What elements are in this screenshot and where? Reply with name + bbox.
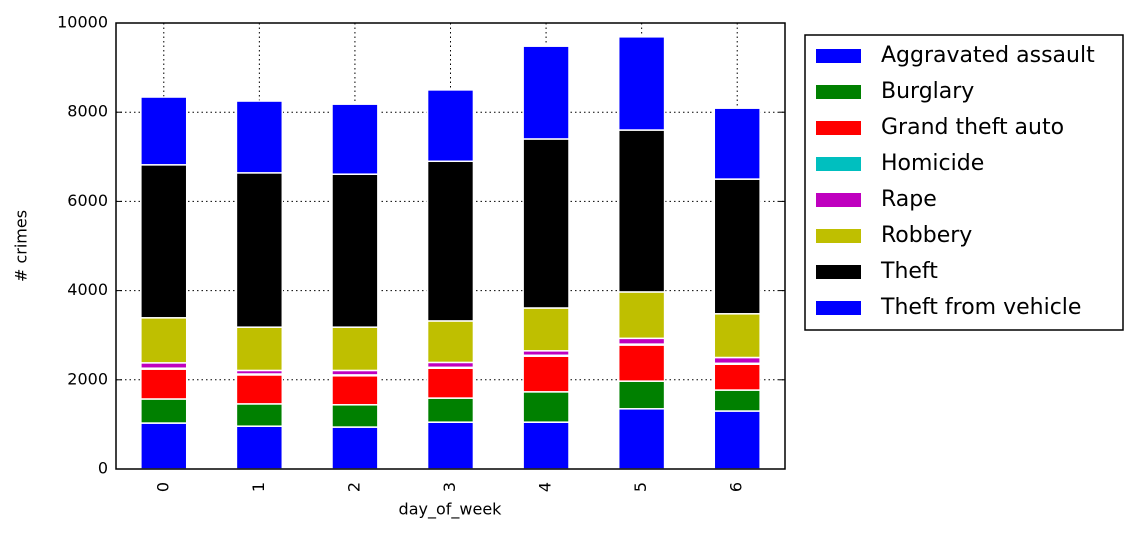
bar-segment [140,422,188,470]
x-tick-label: 0 [153,482,172,492]
bar-segment [522,421,570,470]
bar-segment [331,173,379,328]
bar-segment [617,344,666,382]
y-axis-label: # crimes [12,210,31,282]
bar-segment [617,129,666,293]
legend-swatch [816,301,861,315]
legend-label: Grand theft auto [881,115,1064,140]
bar-segment [713,178,761,315]
bar-segment [235,403,284,427]
legend-swatch [816,157,861,171]
bar-segment [331,326,379,372]
bar-segment [617,291,666,340]
legend-label: Robbery [881,223,972,248]
bar-segment [522,138,570,309]
bar-segment [140,398,188,424]
bar-segment [235,425,284,470]
bar-segment [331,375,379,406]
legend-swatch [816,121,861,135]
bar-segment [235,374,284,405]
x-tick-label: 2 [344,482,363,492]
bar-segment [522,307,570,352]
bar-segment [235,100,284,174]
x-tick-label: 1 [249,482,268,492]
legend-swatch [816,193,861,207]
bar-segment [713,410,761,470]
bar-segment [713,363,761,391]
x-tick-label: 5 [631,482,650,492]
legend-label: Aggravated assault [881,43,1095,68]
legend-label: Theft from vehicle [880,295,1081,320]
bar-segment [331,103,379,175]
legend-swatch [816,85,861,99]
bar-segment [522,391,570,423]
bar-segment [617,36,666,131]
legend-swatch [816,229,861,243]
bar-segment [426,89,475,163]
bar-segment [235,172,284,328]
x-tick-label: 4 [536,482,555,492]
bar-segment [713,356,761,365]
y-tick-label: 10000 [57,13,108,32]
bar-segment [713,313,761,359]
bar-segment [235,326,284,372]
bar-segment [617,380,666,410]
y-tick-label: 2000 [67,369,108,388]
bar-segment [522,45,570,140]
x-axis-label: day_of_week [399,500,503,520]
y-tick-label: 4000 [67,280,108,299]
bar-segment [713,107,761,180]
legend-label: Rape [881,187,937,212]
y-tick-label: 0 [98,459,108,478]
bar-segment [331,426,379,470]
bar-segment [617,337,666,345]
bar-segment [426,160,475,322]
bar-segment [140,164,188,319]
bar-segment [426,421,475,470]
bar-segment [140,317,188,364]
legend-swatch [816,49,861,63]
legend-label: Burglary [881,79,974,104]
bar-segment [140,368,188,400]
legend-swatch [816,265,861,279]
x-tick-label: 3 [440,482,459,492]
bar-segment [426,397,475,423]
legend-label: Homicide [881,151,984,176]
bar-segment [617,408,666,470]
bar-segment [426,367,475,399]
legend-label: Theft [880,259,938,284]
y-tick-label: 6000 [67,191,108,210]
bar-segment [140,96,188,166]
plot-frame [115,22,786,470]
bar-segment [522,355,570,393]
legend: Aggravated assault Burglary Grand theft au… [804,34,1124,331]
y-tick-label: 8000 [67,102,108,121]
bar-segment [426,320,475,364]
bar-segment [140,362,188,369]
legend-frame [804,34,1124,331]
bar-segment [331,404,379,428]
bar-segment [713,389,761,412]
x-tick-label: 6 [727,482,746,492]
